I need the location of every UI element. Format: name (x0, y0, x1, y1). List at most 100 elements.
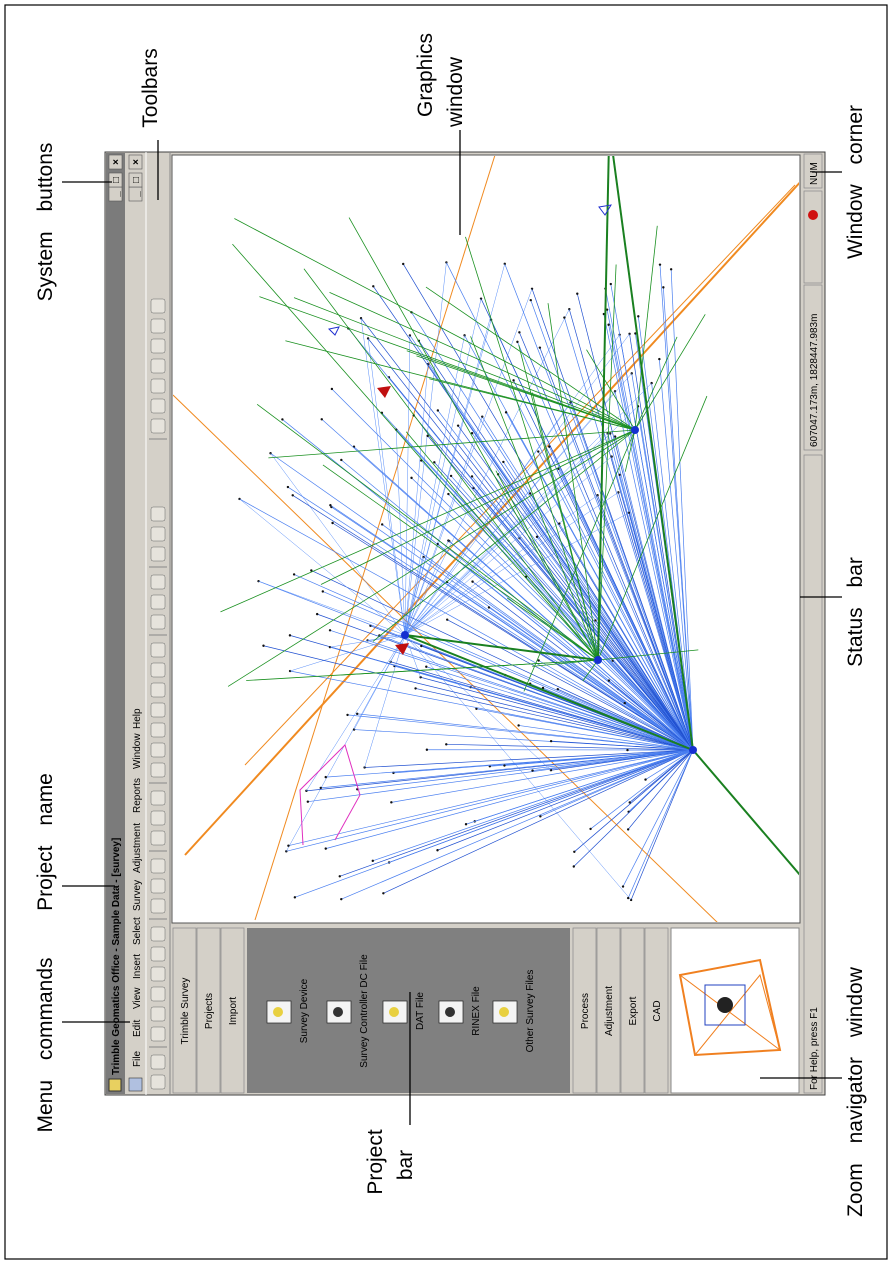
point (516, 340, 519, 344)
toolbar-button[interactable] (150, 614, 166, 630)
toolbar-button[interactable] (150, 398, 166, 414)
toolbar-button[interactable] (150, 898, 166, 914)
group-header-label[interactable]: Export (628, 996, 639, 1025)
toolbar-button[interactable] (150, 810, 166, 826)
import-item-label[interactable]: RINEX File (471, 986, 482, 1036)
group-header[interactable] (220, 927, 245, 1094)
system-button[interactable] (108, 172, 123, 188)
toolbar-button[interactable] (150, 546, 166, 562)
toolbar-button[interactable] (150, 858, 166, 874)
observation-line (446, 262, 694, 751)
toolbar-button[interactable] (150, 506, 166, 522)
status-text: 607047.173m, 1828447.983m (809, 314, 820, 447)
menu-item[interactable]: Edit (132, 1020, 143, 1037)
baseline (404, 634, 694, 751)
observation-line (263, 645, 694, 751)
toolbar-button[interactable] (150, 298, 166, 314)
point (425, 748, 429, 751)
toolbar-button[interactable] (150, 986, 166, 1002)
point (609, 282, 612, 286)
toolbar-button[interactable] (150, 762, 166, 778)
import-panel (247, 928, 570, 1093)
baseline (372, 429, 636, 642)
import-item-label[interactable]: Other Survey Files (525, 970, 536, 1053)
toolbar-button[interactable] (150, 662, 166, 678)
toolbar-button[interactable] (150, 722, 166, 738)
system-button[interactable] (108, 154, 123, 170)
toolbar-button[interactable] (150, 1054, 166, 1070)
toolbar-button[interactable] (150, 878, 166, 894)
group-header[interactable] (572, 927, 597, 1094)
observation-line (590, 749, 694, 830)
group-header[interactable] (620, 927, 645, 1094)
observation-line (288, 749, 694, 847)
group-header-label[interactable]: Process (580, 993, 591, 1029)
toolbar-button[interactable] (150, 830, 166, 846)
baseline (259, 296, 636, 431)
toolbar-button[interactable] (150, 1006, 166, 1022)
group-header[interactable] (196, 927, 221, 1094)
point (433, 461, 436, 464)
toolbar-button[interactable] (150, 338, 166, 354)
menu-item[interactable]: Insert (132, 954, 143, 979)
observation-line (306, 634, 406, 791)
document-button[interactable] (128, 172, 143, 188)
menu-item[interactable]: Window (132, 733, 143, 769)
toolbar-button[interactable] (150, 418, 166, 434)
import-item-label[interactable]: Survey Device (299, 978, 310, 1043)
toolbar-button[interactable] (150, 526, 166, 542)
group-header[interactable] (644, 927, 669, 1094)
callout-label: System buttons (34, 143, 57, 302)
observation-line (517, 341, 694, 751)
toolbar-button[interactable] (150, 702, 166, 718)
menu-item[interactable]: Survey (132, 880, 143, 911)
callout-label: Project (364, 1129, 387, 1195)
control-marker (327, 326, 340, 336)
group-header-label[interactable]: Adjustment (604, 986, 615, 1036)
point (573, 850, 576, 854)
import-item-label[interactable]: Survey Controller DC File (359, 954, 370, 1068)
toolbar-button[interactable] (150, 682, 166, 698)
document-button[interactable] (128, 154, 143, 170)
menu-item[interactable]: Adjustment (132, 823, 143, 873)
baseline (425, 286, 636, 431)
group-header[interactable] (596, 927, 621, 1094)
toolbar-button[interactable] (150, 966, 166, 982)
toolbar-button[interactable] (150, 358, 166, 374)
toolbar-button[interactable] (150, 742, 166, 758)
menu-item[interactable]: Help (132, 708, 143, 729)
group-header[interactable] (172, 927, 197, 1094)
menu-item[interactable]: Select (132, 917, 143, 945)
toolbar-button[interactable] (150, 1074, 166, 1090)
group-header-label[interactable]: Projects (204, 993, 215, 1029)
status-field (803, 454, 823, 1094)
point (517, 724, 520, 727)
baseline (348, 217, 599, 661)
control-marker (395, 643, 409, 655)
group-header-label[interactable]: Import (228, 997, 239, 1026)
point (324, 847, 327, 850)
toolbar-button[interactable] (150, 790, 166, 806)
toolbar-button[interactable] (150, 574, 166, 590)
observation-line (574, 749, 694, 853)
observation-line (629, 333, 694, 751)
observation-line (420, 676, 694, 751)
menu-item[interactable]: View (132, 987, 143, 1009)
toolbar-button[interactable] (150, 946, 166, 962)
observation-line (611, 456, 694, 751)
toolbar-button[interactable] (150, 318, 166, 334)
toolbar-button[interactable] (150, 594, 166, 610)
toolbar-button[interactable] (150, 642, 166, 658)
menu-item[interactable]: File (132, 1050, 143, 1067)
toolbar-button[interactable] (150, 1026, 166, 1042)
toolbar-button[interactable] (150, 926, 166, 942)
status-indicator (808, 210, 818, 220)
toolbar-button[interactable] (150, 378, 166, 394)
point (305, 789, 308, 793)
import-item-label[interactable]: DAT File (415, 992, 426, 1030)
menu-item[interactable]: Reports (132, 778, 143, 813)
group-header-label[interactable]: Trimble Survey (180, 978, 191, 1045)
observation-line (519, 332, 694, 751)
group-header-label[interactable]: CAD (652, 1000, 663, 1021)
point (446, 618, 449, 621)
